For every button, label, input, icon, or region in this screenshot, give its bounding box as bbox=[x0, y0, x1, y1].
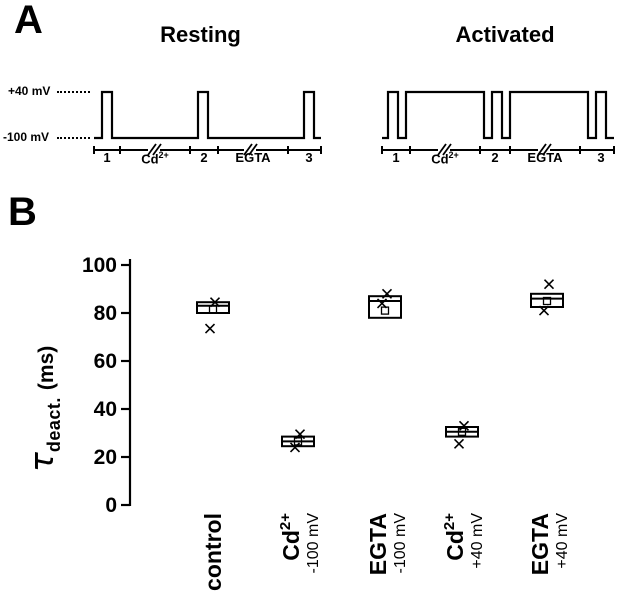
timeline-cd-label: Cd2+ bbox=[428, 150, 462, 167]
voltage-trace-line bbox=[94, 90, 321, 140]
resting-protocol-trace bbox=[93, 90, 322, 156]
x-category-label: control bbox=[200, 513, 226, 591]
timeline-egta-label: EGTA bbox=[527, 150, 563, 165]
data-point-x bbox=[376, 298, 388, 309]
x-category-sublabel: +40 mV bbox=[554, 513, 571, 569]
timeline-seg2-label: 2 bbox=[200, 150, 208, 165]
voltage-top-leader-line bbox=[57, 91, 90, 93]
y-tick-label: 60 bbox=[94, 350, 117, 373]
data-point-x bbox=[294, 429, 306, 440]
y-tick-label: 100 bbox=[82, 254, 117, 277]
data-point-x bbox=[209, 297, 221, 308]
timeline-seg1-label: 1 bbox=[392, 150, 400, 165]
cd-text: Cd bbox=[141, 151, 159, 167]
x-category-label: EGTA bbox=[365, 513, 391, 575]
break-gap bbox=[438, 147, 450, 153]
mean-marker bbox=[542, 296, 552, 306]
cd-superscript: 2+ bbox=[158, 150, 169, 160]
timeline-seg1-label: 1 bbox=[103, 150, 111, 165]
x-category-sublabel: +40 mV bbox=[469, 513, 486, 569]
data-point-x bbox=[453, 438, 465, 449]
x-category-sublabel: -100 mV bbox=[305, 513, 322, 574]
voltage-top-label: +40 mV bbox=[8, 84, 51, 98]
x-category-label: Cd2+ bbox=[277, 513, 304, 561]
break-gap bbox=[148, 147, 160, 153]
cd-superscript: 2+ bbox=[448, 150, 459, 160]
activated-protocol-trace bbox=[381, 90, 615, 156]
resting-title: Resting bbox=[160, 22, 241, 47]
y-tick-label: 20 bbox=[94, 446, 117, 469]
timeline-egta-label: EGTA bbox=[235, 150, 271, 165]
timeline-seg3-label: 3 bbox=[597, 150, 605, 165]
data-point-x bbox=[538, 305, 550, 316]
panel-b-label: B bbox=[8, 190, 37, 234]
timeline-seg2-label: 2 bbox=[491, 150, 499, 165]
break-marks bbox=[147, 143, 258, 156]
y-tick-label: 40 bbox=[94, 398, 117, 421]
category-superscript: 2+ bbox=[441, 513, 458, 530]
data-point-x bbox=[204, 323, 216, 334]
voltage-trace-line bbox=[382, 90, 614, 140]
break-marks bbox=[437, 143, 552, 156]
x-category-label: EGTA bbox=[527, 513, 553, 575]
category-superscript: 2+ bbox=[277, 513, 294, 530]
break-gap bbox=[244, 147, 256, 153]
voltage-bottom-label: -100 mV bbox=[3, 130, 50, 144]
break-gap bbox=[538, 147, 550, 153]
timeline-seg3-label: 3 bbox=[305, 150, 313, 165]
mean-marker bbox=[208, 305, 218, 314]
x-category-sublabel: -100 mV bbox=[392, 513, 409, 574]
data-point-x bbox=[458, 420, 470, 431]
voltage-bottom-leader-line bbox=[57, 137, 90, 139]
panel-a-label: A bbox=[14, 0, 43, 42]
timeline-cd-label: Cd2+ bbox=[138, 150, 172, 167]
y-tick-label: 80 bbox=[94, 302, 117, 325]
data-point-x bbox=[381, 288, 393, 299]
data-point-x bbox=[289, 442, 301, 453]
timeline-ticks bbox=[381, 146, 615, 154]
data-point-x bbox=[543, 279, 555, 290]
timeline-ticks bbox=[93, 146, 322, 154]
cd-text: Cd bbox=[431, 151, 449, 167]
y-tick-label: 0 bbox=[105, 494, 117, 517]
activated-title: Activated bbox=[455, 22, 555, 47]
x-category-label: Cd2+ bbox=[441, 513, 468, 561]
